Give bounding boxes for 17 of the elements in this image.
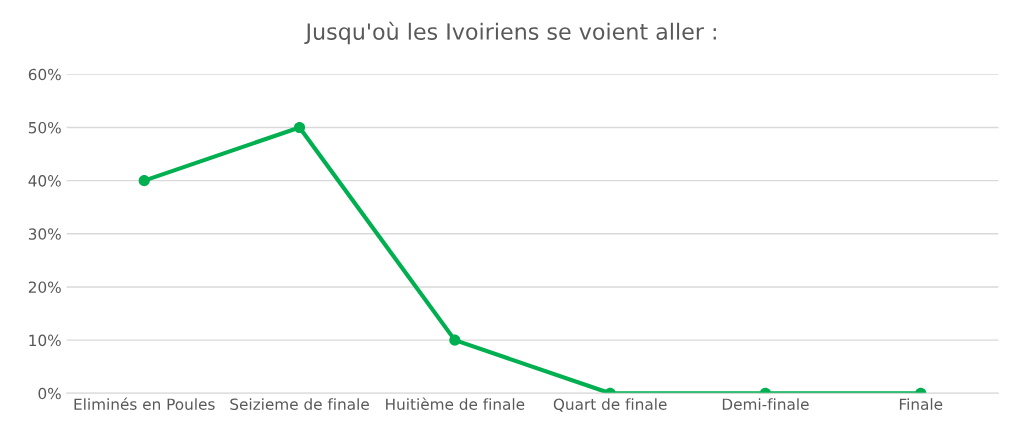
x-tick-label: Quart de finale xyxy=(553,398,667,412)
x-tick-label: Seizieme de finale xyxy=(230,398,369,410)
x-tick-label: Huitième de finale xyxy=(386,397,525,410)
y-tick-label: 0% xyxy=(38,387,61,400)
chart-title: Jusqu'où les Ivoiriens se voient aller : xyxy=(304,21,716,45)
point xyxy=(138,175,150,187)
x-tick-label: Eliminés en Poules xyxy=(74,397,215,410)
point xyxy=(293,121,306,134)
y-tick-label: 10% xyxy=(29,334,61,347)
x-tick-label: Finale xyxy=(899,398,943,410)
y-tick-label: 20% xyxy=(28,281,61,293)
y-tick-label: 60% xyxy=(28,68,61,81)
point xyxy=(449,334,461,346)
x-tick-label: Demi-finale xyxy=(722,398,809,410)
y-tick-label: 40% xyxy=(28,175,61,187)
y-tick-label: 30% xyxy=(28,228,61,240)
y-tick-label: 50% xyxy=(28,121,61,134)
